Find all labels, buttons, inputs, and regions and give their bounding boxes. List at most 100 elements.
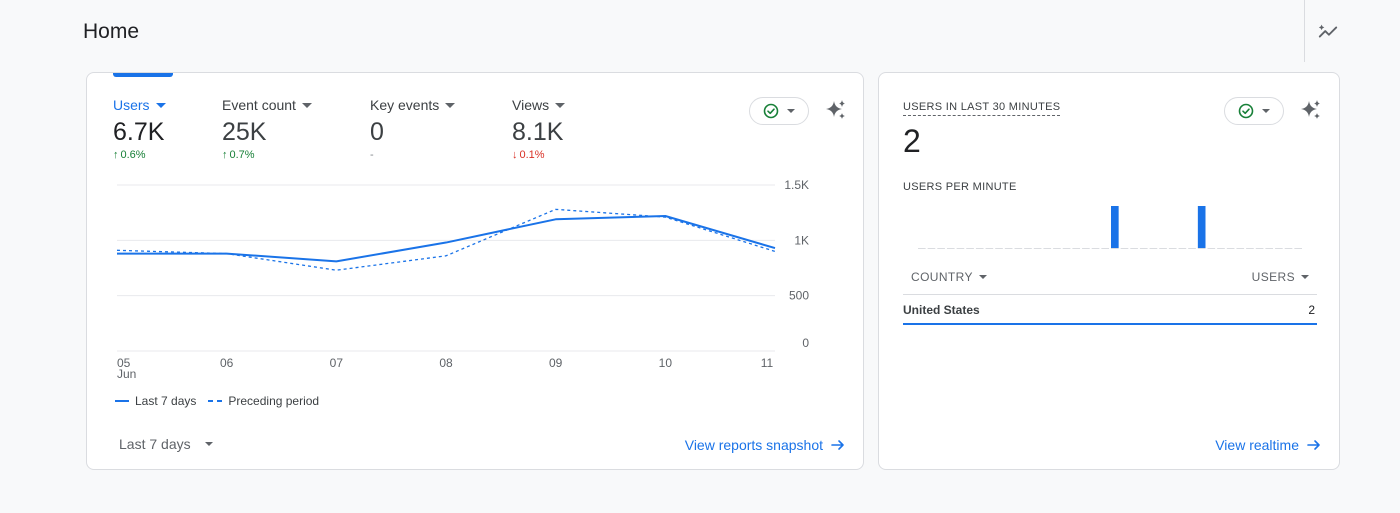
metric-key-events[interactable]: Key events 0 - xyxy=(370,97,456,161)
arrow-up-icon: ↑ xyxy=(222,149,228,161)
minute-baseline xyxy=(1255,248,1264,249)
minute-baseline xyxy=(1217,248,1225,249)
metric-event-count[interactable]: Event count 25K ↑ 0.7% xyxy=(222,97,312,161)
page-title: Home xyxy=(83,20,140,43)
data-status-button[interactable] xyxy=(749,97,809,125)
minute-baseline xyxy=(1197,248,1206,249)
minute-baseline xyxy=(1149,248,1158,249)
minute-baseline xyxy=(995,248,1003,249)
minute-baseline xyxy=(1294,248,1302,249)
minute-baseline xyxy=(1178,248,1187,249)
minute-baseline xyxy=(946,248,955,249)
y-tick-label: 0 xyxy=(802,336,809,350)
minute-baseline xyxy=(1265,248,1274,249)
column-header-country[interactable]: COUNTRY xyxy=(911,270,987,284)
legend-item-previous: Preceding period xyxy=(208,394,319,408)
check-circle-icon xyxy=(763,103,779,119)
arrow-right-icon xyxy=(1307,440,1320,450)
minute-baseline xyxy=(1053,248,1061,249)
metric-users[interactable]: Users 6.7K ↑ 0.6% xyxy=(113,97,166,161)
minute-baseline xyxy=(1275,248,1283,249)
y-tick-label: 500 xyxy=(789,289,809,303)
minute-baseline xyxy=(1091,248,1100,249)
minute-baseline xyxy=(1284,248,1293,249)
realtime-subtitle: USERS PER MINUTE xyxy=(903,181,1017,193)
users-line-chart: 1.5K 1K 500 0 05 06 07 08 09 10 11 Jun xyxy=(116,178,809,381)
minute-baseline xyxy=(1111,248,1119,249)
table-row[interactable]: United States 2 xyxy=(903,297,1317,325)
x-month-label: Jun xyxy=(117,367,136,381)
metric-value: 6.7K xyxy=(113,118,165,146)
column-header-users[interactable]: USERS xyxy=(1252,270,1309,284)
minute-baseline xyxy=(956,248,965,249)
minute-baseline xyxy=(1139,248,1148,249)
realtime-ai-insights-button[interactable] xyxy=(1298,97,1324,123)
date-range-label: Last 7 days xyxy=(119,436,191,452)
minute-baseline xyxy=(1226,248,1235,249)
caret-down-icon xyxy=(787,109,795,113)
legend-swatch-dashed xyxy=(208,400,223,402)
realtime-title[interactable]: USERS IN LAST 30 MINUTES xyxy=(903,101,1061,116)
minute-baseline xyxy=(1246,248,1254,249)
view-realtime-link[interactable]: View realtime xyxy=(1215,437,1321,453)
metric-change: ↑ 0.6% xyxy=(113,149,146,161)
check-circle-icon xyxy=(1238,103,1254,119)
sparkle-icon xyxy=(826,100,845,119)
ai-insights-button[interactable] xyxy=(823,97,849,123)
caret-down-icon xyxy=(155,102,166,108)
metric-views[interactable]: Views 8.1K ↓ 0.1% xyxy=(512,97,566,161)
metric-value: 25K xyxy=(222,118,267,146)
minute-baseline xyxy=(1101,248,1109,249)
metric-change: ↓ 0.1% xyxy=(512,149,545,161)
row-country: United States xyxy=(903,303,980,317)
series-line-current xyxy=(117,214,776,263)
minute-baseline xyxy=(1043,248,1052,249)
date-range-selector[interactable]: Last 7 days xyxy=(119,436,213,452)
caret-down-icon xyxy=(301,102,312,108)
minute-baseline xyxy=(1236,248,1245,249)
sparkle-icon xyxy=(1301,100,1320,119)
realtime-users-value: 2 xyxy=(903,123,921,159)
x-tick-label: 09 xyxy=(549,356,563,370)
caret-down-icon xyxy=(445,102,456,108)
header-divider xyxy=(1304,0,1305,62)
trending-sparkle-icon xyxy=(1318,24,1338,38)
x-tick-label: 10 xyxy=(659,356,673,370)
y-tick-label: 1.5K xyxy=(784,178,809,192)
minute-baseline xyxy=(918,248,926,249)
view-reports-snapshot-link[interactable]: View reports snapshot xyxy=(685,437,845,453)
minute-baseline xyxy=(1062,248,1071,249)
minute-bar xyxy=(1197,206,1206,248)
legend-swatch-solid xyxy=(115,400,129,402)
arrow-down-icon: ↓ xyxy=(512,149,518,161)
metric-label: Event count xyxy=(222,97,296,113)
metric-label: Views xyxy=(512,97,550,113)
realtime-status-button[interactable] xyxy=(1224,97,1284,125)
active-tab-indicator xyxy=(113,73,173,77)
x-tick-label: 11 xyxy=(761,356,774,370)
minute-baseline xyxy=(1159,248,1167,249)
y-tick-label: 1K xyxy=(794,233,809,247)
minute-baseline xyxy=(966,248,974,249)
caret-down-icon xyxy=(204,442,213,446)
x-tick-label: 05 xyxy=(117,356,131,370)
caret-down-icon xyxy=(1301,274,1309,279)
minute-baseline xyxy=(1082,248,1090,249)
realtime-table-header: COUNTRY USERS xyxy=(903,259,1317,295)
minute-baseline xyxy=(937,248,945,249)
metric-label: Key events xyxy=(370,97,440,113)
minute-baseline xyxy=(985,248,994,249)
arrow-right-icon xyxy=(831,440,844,450)
minute-baseline xyxy=(1168,248,1177,249)
minute-baseline xyxy=(1120,248,1129,249)
minute-baseline xyxy=(1024,248,1032,249)
row-users: 2 xyxy=(1308,303,1315,317)
x-tick-label: 06 xyxy=(220,356,234,370)
minute-baseline xyxy=(927,248,936,249)
minute-baseline xyxy=(1033,248,1042,249)
minute-bar xyxy=(1111,206,1119,248)
insights-button[interactable] xyxy=(1314,18,1342,46)
chart-legend: Last 7 days Preceding period xyxy=(115,394,325,408)
users-per-minute-bar-chart xyxy=(918,206,1302,249)
overview-card: Users 6.7K ↑ 0.6% Event count 25K ↑ 0.7% K… xyxy=(86,72,864,470)
